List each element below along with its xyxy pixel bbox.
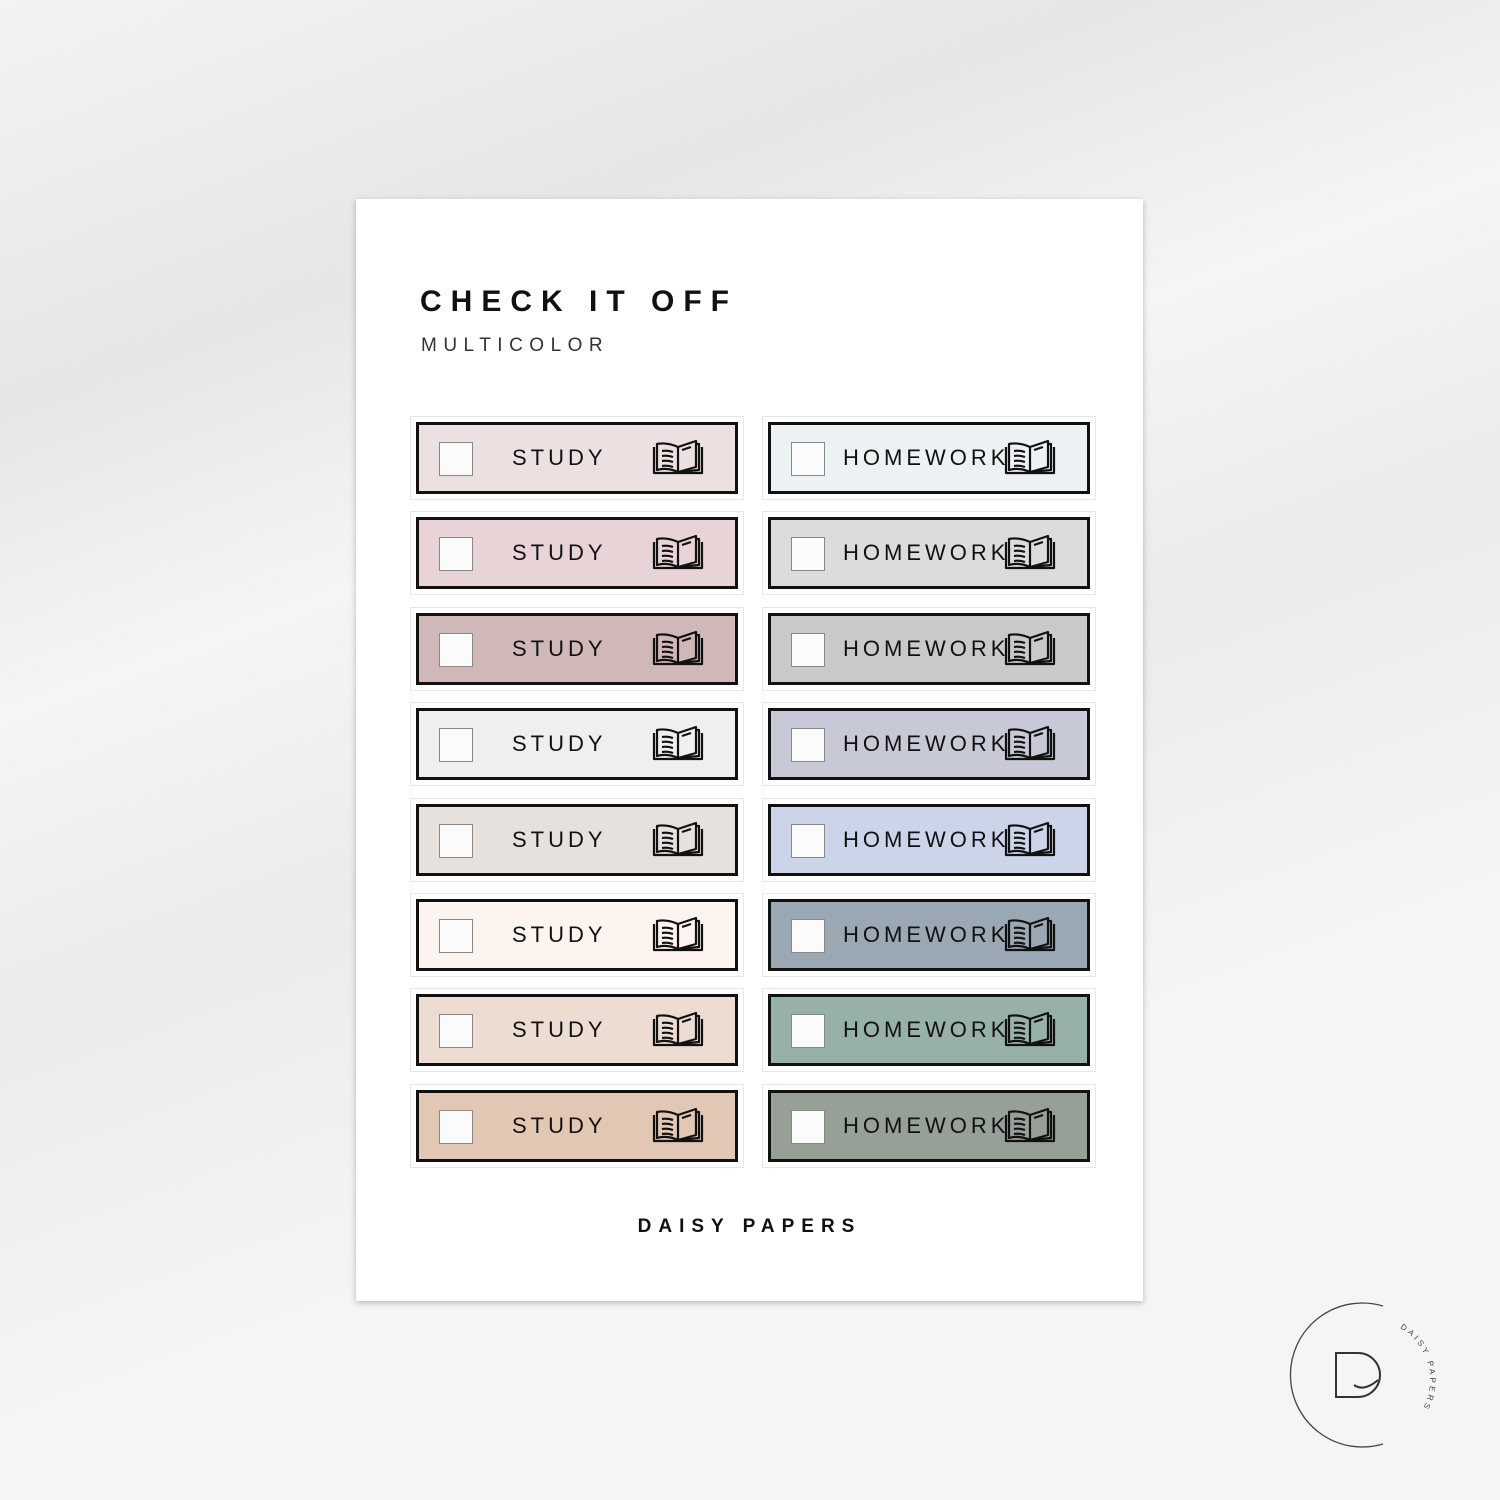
sheet-subtitle: MULTICOLOR: [421, 335, 610, 356]
open-book-icon: [651, 821, 705, 859]
homework-sticker: HOMEWORK: [768, 422, 1090, 494]
brand-name: DAISY PAPERS: [637, 1216, 862, 1237]
study-sticker: STUDY: [416, 422, 738, 494]
homework-sticker: HOMEWORK: [768, 803, 1090, 876]
sticker-label: STUDY: [512, 1017, 607, 1043]
open-book-icon: [1003, 916, 1057, 954]
checkbox[interactable]: [791, 1014, 825, 1049]
homework-sticker: HOMEWORK: [768, 899, 1090, 971]
checkbox[interactable]: [791, 1109, 825, 1144]
sticker-label: HOMEWORK: [843, 540, 1010, 566]
homework-sticker: HOMEWORK: [768, 994, 1090, 1067]
open-book-icon: [651, 1107, 705, 1145]
checkbox[interactable]: [791, 632, 825, 667]
homework-sticker: HOMEWORK: [768, 612, 1090, 685]
daisy-papers-logo: DAISY PAPERS: [1289, 1302, 1437, 1448]
checkbox[interactable]: [439, 919, 473, 953]
sticker-label: STUDY: [512, 922, 607, 947]
open-book-icon: [1003, 534, 1057, 572]
checkbox[interactable]: [439, 728, 473, 763]
checkbox[interactable]: [439, 823, 473, 858]
sticker-label: HOMEWORK: [843, 731, 1010, 757]
checkbox[interactable]: [791, 537, 825, 572]
checkbox[interactable]: [791, 823, 825, 858]
homework-sticker: HOMEWORK: [768, 708, 1090, 781]
open-book-icon: [651, 725, 705, 763]
sticker-label: HOMEWORK: [843, 445, 1010, 470]
checkbox[interactable]: [439, 1109, 473, 1144]
study-sticker: STUDY: [416, 1089, 738, 1162]
svg-text:DAISY PAPERS: DAISY PAPERS: [1399, 1322, 1437, 1413]
study-sticker: STUDY: [416, 612, 738, 685]
sticker-label: STUDY: [512, 1112, 607, 1138]
sticker-label: STUDY: [512, 445, 607, 470]
study-sticker: STUDY: [416, 899, 738, 971]
open-book-icon: [651, 630, 705, 668]
homework-sticker: HOMEWORK: [768, 1089, 1090, 1162]
open-book-icon: [651, 439, 705, 477]
open-book-icon: [1003, 1011, 1057, 1049]
sticker-label: HOMEWORK: [843, 1112, 1010, 1138]
logo-text: DAISY PAPERS: [1399, 1322, 1434, 1413]
open-book-icon: [1003, 821, 1057, 859]
checkbox[interactable]: [439, 632, 473, 667]
checkbox[interactable]: [439, 442, 473, 476]
sticker-label: HOMEWORK: [843, 635, 1010, 661]
open-book-icon: [1003, 439, 1057, 477]
open-book-icon: [651, 916, 705, 954]
sticker-label: HOMEWORK: [843, 922, 1010, 947]
open-book-icon: [651, 534, 705, 572]
open-book-icon: [1003, 630, 1057, 668]
sticker-sheet: CHECK IT OFF MULTICOLOR STUDY STUDY STUDY S…: [356, 199, 1143, 1301]
open-book-icon: [1003, 725, 1057, 763]
sheet-title: CHECK IT OFF: [420, 285, 738, 318]
checkbox[interactable]: [439, 537, 473, 572]
study-sticker: STUDY: [416, 994, 738, 1067]
open-book-icon: [651, 1011, 705, 1049]
sticker-label: HOMEWORK: [843, 1017, 1010, 1043]
checkbox[interactable]: [439, 1014, 473, 1049]
sticker-label: STUDY: [512, 826, 607, 852]
homework-sticker: HOMEWORK: [768, 517, 1090, 590]
study-sticker: STUDY: [416, 708, 738, 781]
sticker-label: STUDY: [512, 635, 607, 661]
sticker-label: STUDY: [512, 540, 607, 566]
checkbox[interactable]: [791, 919, 825, 953]
study-sticker: STUDY: [416, 517, 738, 590]
open-book-icon: [1003, 1107, 1057, 1145]
study-sticker: STUDY: [416, 803, 738, 876]
checkbox[interactable]: [791, 442, 825, 476]
checkbox[interactable]: [791, 728, 825, 763]
sticker-label: STUDY: [512, 731, 607, 757]
sticker-label: HOMEWORK: [843, 826, 1010, 852]
